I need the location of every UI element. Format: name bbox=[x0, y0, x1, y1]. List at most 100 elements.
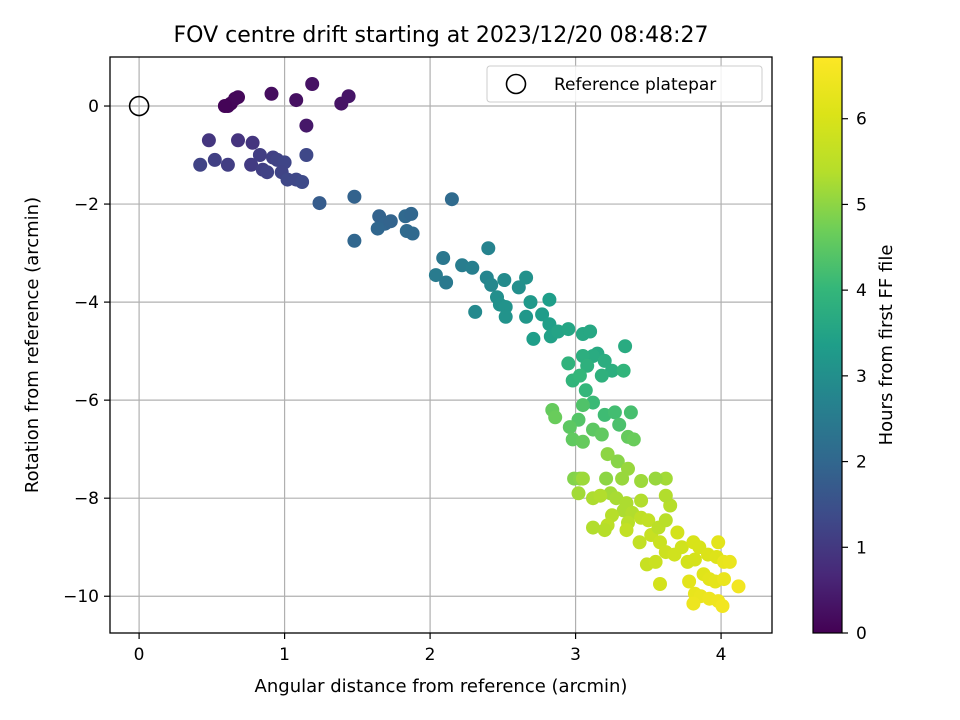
data-point bbox=[252, 148, 267, 162]
data-point bbox=[686, 596, 701, 611]
colorbar bbox=[812, 56, 843, 634]
data-point bbox=[444, 192, 459, 207]
reference-marker bbox=[128, 95, 150, 117]
data-point bbox=[370, 221, 385, 236]
data-point bbox=[626, 432, 641, 447]
data-point bbox=[312, 196, 327, 211]
x-axis-ticks: 0 1 2 3 4 bbox=[134, 633, 727, 665]
data-point bbox=[207, 152, 222, 167]
data-point bbox=[383, 214, 398, 229]
data-point bbox=[670, 525, 685, 540]
data-point bbox=[658, 471, 673, 486]
chart-title: FOV centre drift starting at 2023/12/20 … bbox=[174, 23, 709, 48]
data-point bbox=[575, 398, 590, 413]
x-axis-label: Angular distance from reference (arcmin) bbox=[255, 676, 628, 697]
data-point bbox=[717, 572, 731, 587]
data-point bbox=[264, 86, 279, 101]
data-point bbox=[245, 135, 260, 150]
data-point bbox=[653, 577, 667, 591]
data-point bbox=[561, 322, 576, 337]
data-point bbox=[468, 304, 483, 319]
colorbar-tick-label: 2 bbox=[856, 453, 867, 473]
data-point bbox=[542, 292, 557, 307]
data-point bbox=[612, 417, 627, 432]
data-point bbox=[687, 552, 702, 567]
data-point bbox=[599, 471, 614, 486]
x-tick-label: 4 bbox=[716, 645, 727, 665]
data-point bbox=[731, 579, 746, 594]
data-point bbox=[572, 368, 587, 383]
y-tick-label: −8 bbox=[74, 489, 99, 509]
data-point bbox=[575, 471, 590, 486]
data-point bbox=[578, 383, 593, 398]
data-point bbox=[621, 461, 635, 476]
y-axis-ticks: 0 −2 −4 −6 −8 −10 bbox=[63, 97, 110, 607]
data-point bbox=[428, 268, 443, 283]
colorbar-tick-label: 5 bbox=[856, 195, 867, 215]
data-point bbox=[484, 277, 499, 292]
data-point bbox=[597, 523, 612, 538]
y-tick-label: −6 bbox=[74, 391, 99, 411]
legend-box bbox=[486, 65, 763, 103]
data-point bbox=[498, 309, 513, 324]
x-tick-label: 3 bbox=[570, 645, 581, 665]
colorbar-tick-label: 1 bbox=[856, 538, 867, 558]
data-point bbox=[465, 260, 480, 275]
data-point bbox=[619, 523, 634, 538]
data-point bbox=[594, 427, 609, 442]
data-point bbox=[519, 309, 534, 324]
data-point bbox=[231, 90, 245, 105]
data-point bbox=[715, 599, 730, 613]
data-point bbox=[497, 273, 512, 287]
data-point bbox=[648, 471, 663, 486]
data-point bbox=[201, 133, 216, 148]
data-point bbox=[571, 486, 586, 501]
data-point bbox=[481, 241, 496, 256]
data-point bbox=[561, 356, 576, 371]
data-point bbox=[244, 157, 259, 172]
data-point bbox=[580, 358, 595, 373]
data-point bbox=[439, 275, 454, 290]
y-axis-label: Rotation from reference (arcmin) bbox=[22, 197, 43, 493]
colorbar-label: Hours from first FF file bbox=[876, 245, 897, 446]
data-point bbox=[548, 410, 563, 425]
data-point bbox=[562, 420, 577, 435]
data-point bbox=[299, 148, 314, 162]
y-tick-label: −10 bbox=[63, 587, 99, 607]
data-point bbox=[347, 233, 362, 248]
y-tick-label: −2 bbox=[74, 195, 99, 215]
colorbar-tick-label: 6 bbox=[856, 110, 867, 130]
data-point bbox=[634, 493, 649, 508]
data-point bbox=[526, 331, 541, 346]
x-tick-label: 0 bbox=[134, 645, 145, 665]
data-point bbox=[231, 133, 245, 148]
legend-reference-marker bbox=[505, 73, 527, 95]
legend-reference-label: Reference platepar bbox=[554, 75, 716, 95]
data-point bbox=[634, 474, 649, 488]
data-point bbox=[600, 447, 615, 462]
data-point bbox=[616, 363, 631, 378]
data-point bbox=[260, 165, 275, 180]
data-point bbox=[535, 307, 550, 322]
data-point bbox=[305, 77, 320, 91]
x-tick-label: 1 bbox=[279, 645, 290, 665]
data-point bbox=[341, 89, 356, 104]
data-point bbox=[404, 206, 419, 221]
data-point bbox=[347, 189, 362, 204]
data-point bbox=[674, 540, 689, 555]
data-point bbox=[623, 405, 638, 420]
data-point bbox=[658, 488, 673, 503]
data-point bbox=[436, 251, 451, 265]
data-point bbox=[594, 368, 609, 383]
data-point bbox=[682, 574, 697, 589]
data-point bbox=[498, 300, 513, 314]
data-point bbox=[519, 270, 534, 285]
data-point bbox=[618, 339, 633, 354]
colorbar-ticks: 0 1 2 3 4 5 6 bbox=[842, 110, 867, 644]
data-point bbox=[632, 535, 647, 550]
data-point bbox=[722, 554, 737, 569]
data-point bbox=[586, 520, 600, 535]
data-point bbox=[658, 513, 673, 528]
data-point bbox=[610, 454, 625, 469]
